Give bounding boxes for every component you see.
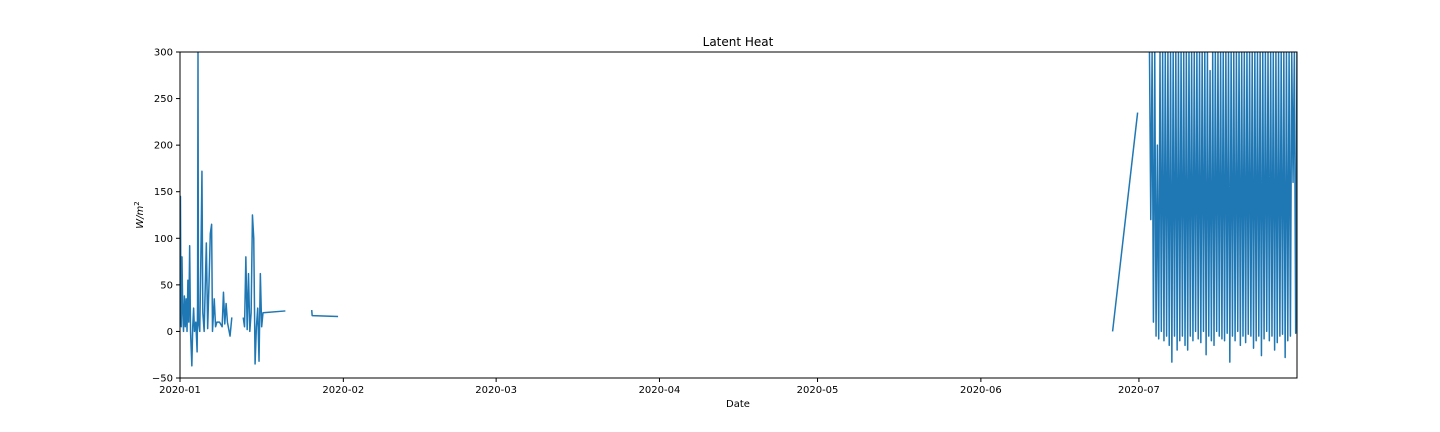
y-tick-label: 100: [154, 234, 173, 245]
y-axis-title: W/m2: [133, 201, 146, 228]
x-tick-label: 2020-06: [960, 385, 1002, 396]
series-line-segment: [242, 214, 286, 365]
y-tick-label: 150: [154, 187, 173, 198]
y-axis-title-exponent: 2: [133, 201, 141, 205]
y-tick-label: 300: [154, 48, 173, 59]
y-axis: −50 0 50 100 150 200 250 300: [152, 48, 180, 385]
x-tick-label: 2020-01: [159, 385, 201, 396]
chart-title: Latent Heat: [703, 35, 774, 49]
x-tick-label: 2020-05: [797, 385, 839, 396]
x-tick-label: 2020-02: [322, 385, 364, 396]
x-tick-label: 2020-07: [1118, 385, 1160, 396]
y-tick-label: 200: [154, 141, 173, 152]
y-tick-label: 50: [160, 280, 173, 291]
x-axis-title: Date: [726, 399, 750, 410]
series-line-segment: [180, 52, 233, 367]
series-line-segment: [310, 309, 339, 318]
y-tick-label: 0: [167, 327, 173, 338]
series-line-segment: [1148, 52, 1297, 363]
x-tick-label: 2020-04: [639, 385, 681, 396]
plot-area: [179, 51, 1298, 379]
plot-frame: [179, 51, 1298, 379]
x-tick-label: 2020-03: [475, 385, 517, 396]
series-line-segment: [1111, 112, 1139, 332]
x-axis: 2020-01 2020-02 2020-03 2020-04 2020-05 2020-…: [159, 378, 1160, 396]
y-tick-label: −50: [152, 374, 173, 385]
y-axis-title-main: W/m: [135, 205, 146, 228]
y-tick-label: 250: [154, 94, 173, 105]
